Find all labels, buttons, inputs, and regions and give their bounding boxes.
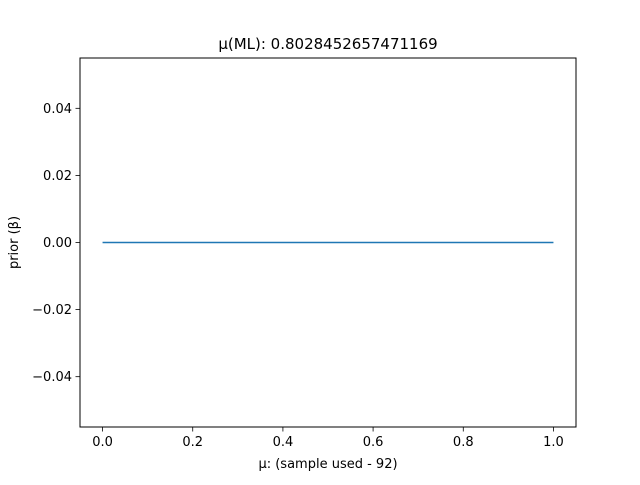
y-tick-label: 0.04 <box>43 102 72 117</box>
x-tick-label: 0.6 <box>363 435 384 450</box>
y-axis-ticks: −0.04 −0.02 0.00 0.02 0.04 <box>32 102 80 385</box>
x-tick-label: 0.2 <box>182 435 203 450</box>
y-tick-label: −0.02 <box>32 303 72 318</box>
y-tick-label: 0.02 <box>43 169 72 184</box>
x-axis-ticks: 0.0 0.2 0.4 0.6 0.8 1.0 <box>92 427 564 450</box>
x-tick-label: 0.8 <box>453 435 474 450</box>
plot-frame <box>79 57 577 428</box>
chart-title: μ(ML): 0.8028452657471169 <box>218 35 437 53</box>
y-tick-label: 0.00 <box>43 236 72 251</box>
x-tick-label: 0.4 <box>273 435 294 450</box>
x-axis-label: μ: (sample used - 92) <box>258 457 397 472</box>
y-axis-label: prior (β) <box>7 216 22 269</box>
x-tick-label: 0.0 <box>92 435 113 450</box>
y-tick-label: −0.04 <box>32 370 72 385</box>
x-tick-label: 1.0 <box>543 435 564 450</box>
